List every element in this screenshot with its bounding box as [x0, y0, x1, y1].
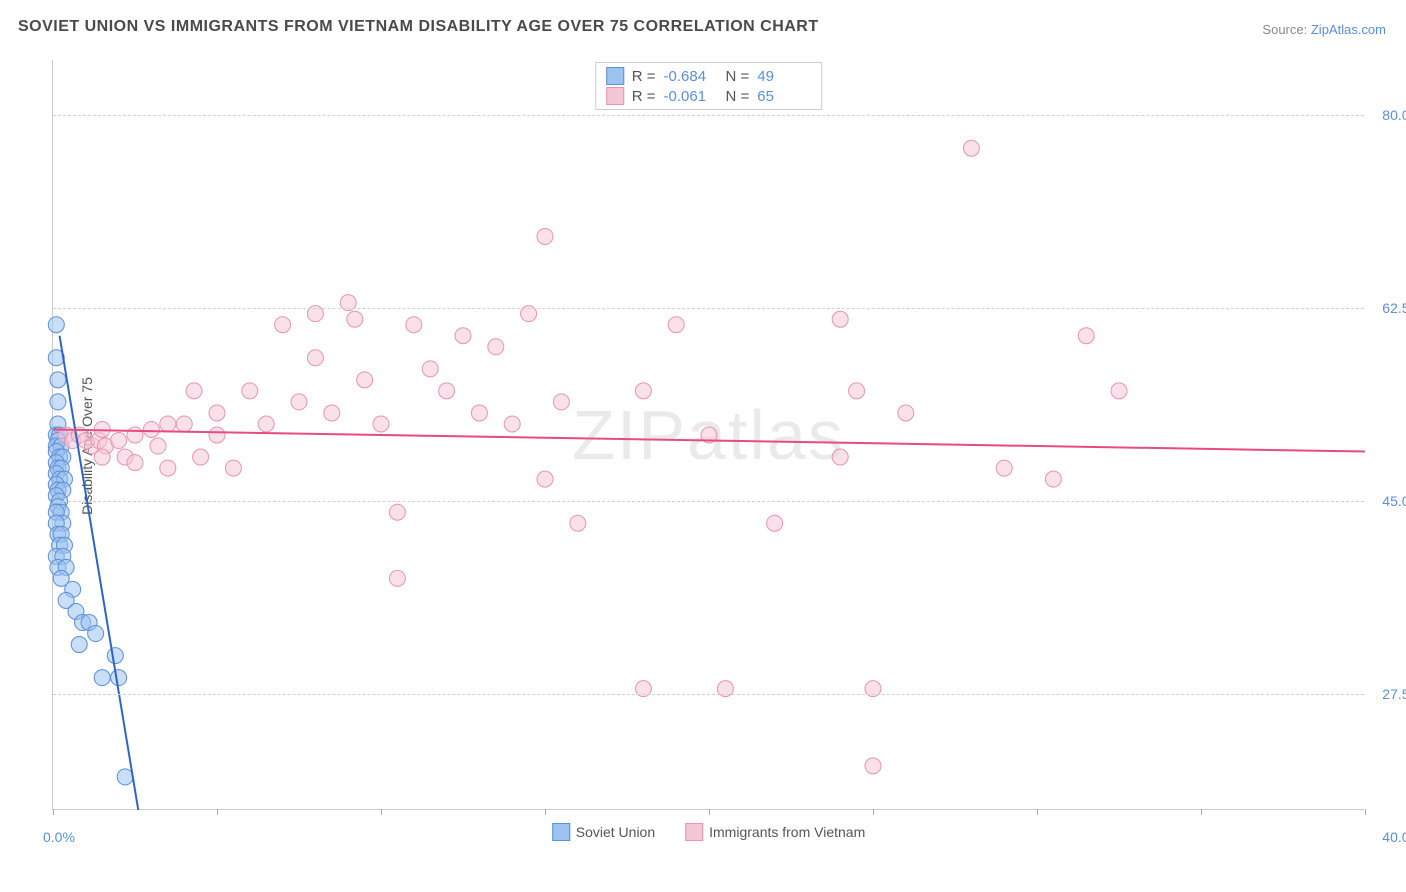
scatter-point: [347, 311, 363, 327]
scatter-point: [767, 515, 783, 531]
x-tick-label: 40.0%: [1382, 829, 1406, 845]
scatter-point: [258, 416, 274, 432]
scatter-point: [422, 361, 438, 377]
scatter-point: [389, 504, 405, 520]
plot-area: ZIPatlas R = -0.684 N = 49 R = -0.061 N …: [52, 60, 1364, 810]
scatter-point: [50, 394, 66, 410]
scatter-point: [668, 317, 684, 333]
scatter-point: [504, 416, 520, 432]
scatter-point: [832, 311, 848, 327]
scatter-point: [439, 383, 455, 399]
scatter-point: [117, 769, 133, 785]
gridline: [53, 308, 1364, 309]
scatter-point: [150, 438, 166, 454]
scatter-point: [963, 140, 979, 156]
scatter-point: [111, 670, 127, 686]
scatter-point: [291, 394, 307, 410]
scatter-point: [537, 471, 553, 487]
legend-label: Soviet Union: [576, 824, 655, 840]
scatter-point: [193, 449, 209, 465]
x-tick: [1201, 809, 1202, 815]
source-attribution: Source: ZipAtlas.com: [1262, 22, 1386, 37]
scatter-point: [176, 416, 192, 432]
scatter-point: [570, 515, 586, 531]
x-tick: [53, 809, 54, 815]
scatter-point: [225, 460, 241, 476]
scatter-point: [307, 350, 323, 366]
x-tick: [1037, 809, 1038, 815]
legend-item: Immigrants from Vietnam: [685, 823, 865, 841]
scatter-point: [143, 421, 159, 437]
scatter-point: [50, 372, 66, 388]
x-tick-label: 0.0%: [43, 829, 75, 845]
scatter-point: [107, 648, 123, 664]
legend-bottom: Soviet Union Immigrants from Vietnam: [552, 823, 866, 841]
scatter-point: [996, 460, 1012, 476]
scatter-point: [373, 416, 389, 432]
scatter-point: [186, 383, 202, 399]
scatter-point: [209, 405, 225, 421]
x-tick: [545, 809, 546, 815]
y-tick-label: 80.0%: [1382, 107, 1406, 123]
scatter-point: [160, 416, 176, 432]
scatter-point: [324, 405, 340, 421]
scatter-point: [898, 405, 914, 421]
source-link[interactable]: ZipAtlas.com: [1311, 22, 1386, 37]
scatter-point: [209, 427, 225, 443]
scatter-point: [471, 405, 487, 421]
gridline: [53, 115, 1364, 116]
scatter-point: [48, 317, 64, 333]
scatter-point: [88, 626, 104, 642]
x-tick: [1365, 809, 1366, 815]
scatter-point: [389, 570, 405, 586]
scatter-point: [127, 427, 143, 443]
legend-label: Immigrants from Vietnam: [709, 824, 865, 840]
scatter-point: [1045, 471, 1061, 487]
gridline: [53, 694, 1364, 695]
scatter-point: [1111, 383, 1127, 399]
scatter-point: [553, 394, 569, 410]
scatter-point: [832, 449, 848, 465]
scatter-point: [94, 449, 110, 465]
y-tick-label: 45.0%: [1382, 493, 1406, 509]
swatch-icon: [552, 823, 570, 841]
x-tick: [381, 809, 382, 815]
scatter-point: [455, 328, 471, 344]
scatter-svg: [53, 60, 1364, 809]
scatter-point: [127, 455, 143, 471]
swatch-icon: [685, 823, 703, 841]
scatter-point: [1078, 328, 1094, 344]
chart-title: SOVIET UNION VS IMMIGRANTS FROM VIETNAM …: [18, 18, 819, 36]
scatter-point: [242, 383, 258, 399]
scatter-point: [111, 433, 127, 449]
scatter-point: [94, 670, 110, 686]
scatter-point: [849, 383, 865, 399]
y-tick-label: 27.5%: [1382, 686, 1406, 702]
scatter-point: [537, 228, 553, 244]
scatter-point: [160, 460, 176, 476]
scatter-point: [71, 637, 87, 653]
scatter-point: [406, 317, 422, 333]
gridline: [53, 501, 1364, 502]
x-tick: [217, 809, 218, 815]
x-tick: [873, 809, 874, 815]
x-tick: [709, 809, 710, 815]
scatter-point: [357, 372, 373, 388]
scatter-point: [635, 383, 651, 399]
y-tick-label: 62.5%: [1382, 300, 1406, 316]
scatter-point: [275, 317, 291, 333]
source-label: Source:: [1262, 22, 1307, 37]
legend-item: Soviet Union: [552, 823, 655, 841]
scatter-point: [488, 339, 504, 355]
scatter-point: [865, 758, 881, 774]
